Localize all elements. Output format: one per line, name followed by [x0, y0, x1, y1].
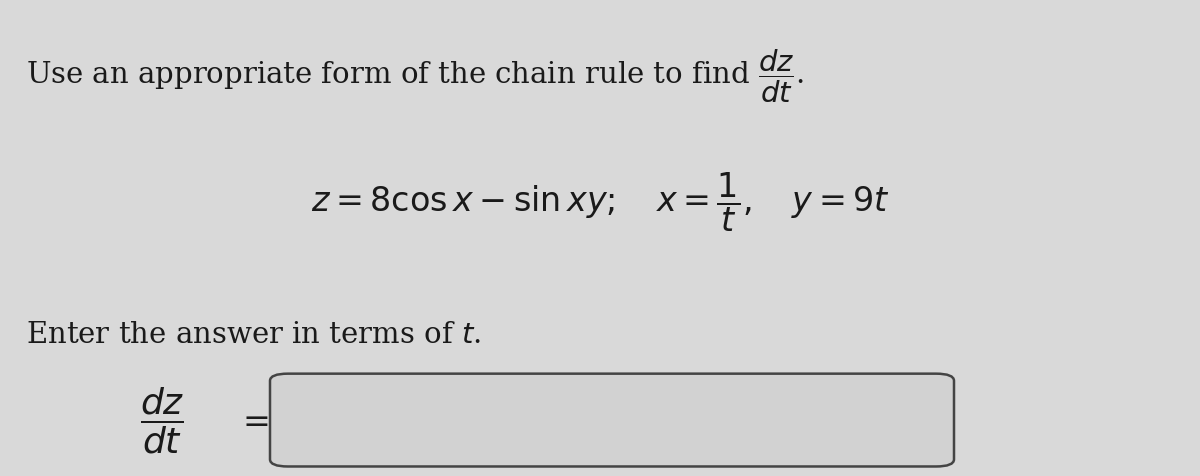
FancyBboxPatch shape [270, 374, 954, 466]
Text: $\dfrac{dz}{dt}$: $\dfrac{dz}{dt}$ [139, 386, 185, 456]
Text: $=$: $=$ [235, 405, 269, 437]
Text: Use an appropriate form of the chain rule to find $\dfrac{dz}{dt}$.: Use an appropriate form of the chain rul… [26, 48, 804, 105]
Text: Enter the answer in terms of $t$.: Enter the answer in terms of $t$. [26, 321, 481, 349]
Text: $z = 8\cos x - \sin xy;\quad x = \dfrac{1}{t},\quad y = 9t$: $z = 8\cos x - \sin xy;\quad x = \dfrac{… [311, 170, 889, 234]
